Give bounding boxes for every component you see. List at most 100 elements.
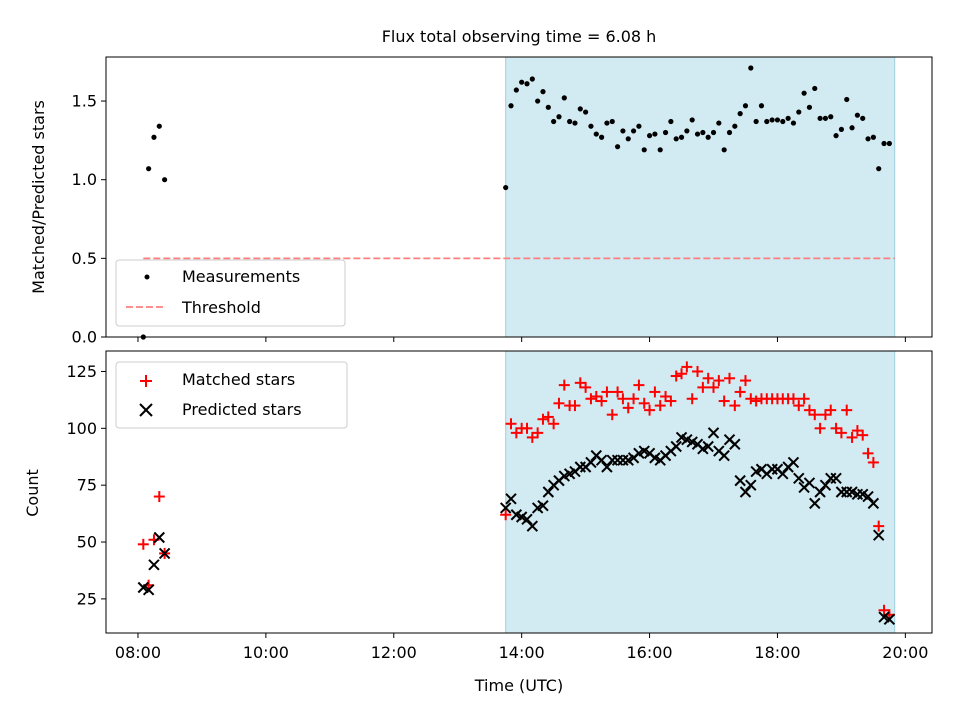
measurement-point [151,134,157,140]
bottom-y-ticks: 25 50 75 100 125 [66,362,106,608]
measurement-point [737,111,743,117]
matched-stars-point [137,538,149,550]
measurement-point [646,133,653,139]
predicted-stars-point [670,440,682,453]
predicted-stars-point [499,502,512,514]
measurement-point [785,115,791,121]
predicted-stars-point [739,486,752,498]
x-tick-label: 18:00 [754,643,800,662]
measurement-point [625,136,631,142]
top-panel: 0.0 0.5 1.0 1.5 Matched/Predicted stars Mea… [29,56,933,347]
measurement-point [732,123,738,129]
measurement-point [828,114,834,120]
matched-stars-point [548,418,560,430]
legend-measurements-marker [144,274,150,280]
matched-stars-point [809,409,821,421]
measurement-point [817,115,823,121]
measurement-point [551,118,557,125]
matched-stars-point [633,379,645,391]
measurement-point [567,118,573,125]
x-tick-label: 10:00 [243,643,289,662]
predicted-stars-point [148,559,160,571]
matched-stars-point [676,368,688,380]
predicted-stars-point [153,531,165,544]
x-tick-label: 12:00 [371,643,417,662]
matched-stars-point [835,427,847,439]
measurement-point [577,106,583,112]
top-y-ticks: 0.0 0.5 1.0 1.5 [72,92,106,347]
measurement-point [726,129,733,136]
predicted-stars-point [718,449,730,462]
y-tick-label: 1.0 [72,170,97,189]
matched-stars-point [580,381,592,393]
matched-stars-point [649,386,661,398]
legend-predicted-marker [139,403,153,417]
bottom-panel: 25 50 75 100 125 08:00 10:00 12:00 14:00 16:00 18… [23,350,933,695]
matched-stars-point [622,402,634,414]
measurement-point [630,128,637,134]
predicted-stars-point [787,456,800,469]
matched-stars-point [734,386,746,398]
measurement-point [588,123,594,129]
top-x-ticks [137,337,906,342]
matched-stars-point [686,393,698,405]
measurement-point [599,134,605,140]
predicted-stars-point [883,613,896,626]
measurement-point [561,95,567,101]
measurement-point [710,129,717,136]
top-legend-box [115,259,346,327]
matched-stars-point [665,395,677,407]
predicted-stars-point [777,468,789,480]
measurement-point [796,109,802,115]
matched-stars-point [867,456,879,468]
legend-matched-label: Matched stars [182,370,295,389]
top-shaded-interval [505,57,895,337]
matched-stars-point [739,375,751,387]
measurement-point [870,134,876,140]
y-tick-label: 50 [77,533,97,552]
predicted-stars-point [526,520,539,532]
matched-stars-point [537,413,549,425]
measurement-point [156,123,162,129]
matched-stars-point [681,361,693,373]
measurement-point [700,129,706,136]
matched-stars-point [723,372,735,384]
predicted-stars-points [137,427,896,626]
measurement-point [806,104,813,110]
measurement-point [508,103,514,109]
measurement-points [140,65,892,340]
matched-stars-point [612,386,624,398]
chart-title: Flux total observing time = 6.08 h [382,27,657,46]
measurement-point [742,103,749,109]
measurement-point [886,140,892,147]
predicted-stars-point [819,479,832,491]
measurement-point [662,129,669,136]
legend-measurements-label: Measurements [182,267,300,286]
measurement-point [790,120,797,126]
matched-stars-point [787,393,799,405]
predicted-stars-point [803,477,816,489]
measurement-point [865,136,871,142]
measurement-point [524,81,530,87]
matched-stars-point [500,509,512,521]
matched-stars-point [617,393,629,405]
measurement-point [162,177,168,183]
x-axis-label: Time (UTC) [474,676,563,695]
predicted-stars-point [873,529,885,541]
bottom-shaded-interval [505,351,895,633]
measurement-point [694,131,701,137]
top-y-axis-label: Matched/Predicted stars [29,100,48,294]
measurement-point [876,166,882,172]
measurement-point [519,79,525,85]
measurement-point [503,184,509,191]
predicted-stars-point [142,584,155,596]
measurement-point [529,76,535,82]
matched-stars-point [569,400,581,412]
y-tick-label: 100 [66,419,97,438]
matched-stars-point [553,397,565,409]
y-tick-label: 125 [66,362,97,381]
x-tick-label: 08:00 [115,643,161,662]
measurement-point [881,140,887,147]
matched-stars-point [745,393,757,405]
top-axes-frame [105,56,933,338]
